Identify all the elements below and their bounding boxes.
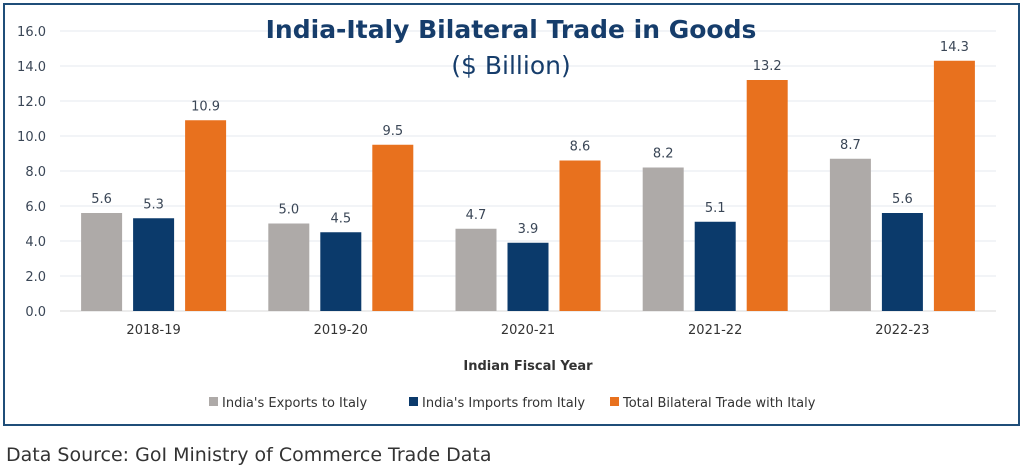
y-tick-label: 6.0 bbox=[25, 200, 46, 215]
bar bbox=[933, 60, 975, 311]
bar bbox=[320, 232, 362, 311]
x-tick-label: 2021-22 bbox=[688, 323, 742, 338]
data-label: 5.1 bbox=[705, 201, 726, 216]
x-tick-label: 2018-19 bbox=[126, 323, 180, 338]
x-axis-label: Indian Fiscal Year bbox=[463, 359, 593, 374]
y-tick-label: 14.0 bbox=[17, 60, 46, 75]
x-axis-ticks: 2018-19 2019-20 2020-21 2021-22 2022-23 bbox=[126, 323, 929, 338]
y-axis-ticks: 0.0 2.0 4.0 6.0 8.0 10.0 12.0 14.0 16.0 bbox=[17, 25, 46, 320]
data-label: 13.2 bbox=[753, 59, 782, 74]
chart-subtitle: ($ Billion) bbox=[451, 51, 570, 80]
bar bbox=[507, 242, 549, 311]
y-tick-label: 2.0 bbox=[25, 270, 46, 285]
bar bbox=[694, 221, 736, 311]
data-label: 8.7 bbox=[840, 138, 861, 153]
bar bbox=[185, 120, 227, 311]
data-label: 5.6 bbox=[892, 192, 913, 207]
legend-label: India's Exports to Italy bbox=[222, 396, 368, 411]
data-label: 5.3 bbox=[143, 197, 164, 212]
x-tick-label: 2020-21 bbox=[501, 323, 555, 338]
chart-title: India-Italy Bilateral Trade in Goods bbox=[266, 15, 757, 44]
chart-frame bbox=[3, 3, 1020, 426]
bar bbox=[133, 218, 175, 311]
bar bbox=[268, 223, 310, 311]
data-label: 14.3 bbox=[940, 40, 969, 55]
legend: India's Exports to Italy India's Imports … bbox=[209, 396, 816, 411]
legend-item: Total Bilateral Trade with Italy bbox=[610, 396, 816, 411]
bar-chart: 0.0 2.0 4.0 6.0 8.0 10.0 12.0 14.0 16.0 5.6 5.3 10… bbox=[17, 15, 996, 411]
data-label: 3.9 bbox=[518, 222, 539, 237]
data-labels: 5.6 5.3 10.9 5.0 4.5 9.5 4.7 3.9 8.6 8.2 5.1 13.2 8.… bbox=[91, 40, 969, 237]
data-label: 8.2 bbox=[653, 147, 674, 162]
legend-item: India's Imports from Italy bbox=[409, 396, 585, 411]
bar bbox=[559, 160, 601, 311]
y-tick-label: 16.0 bbox=[17, 25, 46, 40]
bar bbox=[642, 167, 684, 311]
y-tick-label: 12.0 bbox=[17, 95, 46, 110]
legend-swatch bbox=[610, 397, 619, 406]
legend-swatch bbox=[209, 397, 218, 406]
y-tick-label: 10.0 bbox=[17, 130, 46, 145]
data-label: 4.5 bbox=[330, 211, 351, 226]
y-tick-label: 8.0 bbox=[25, 165, 46, 180]
legend-swatch bbox=[409, 397, 418, 406]
x-tick-label: 2019-20 bbox=[314, 323, 368, 338]
data-label: 5.6 bbox=[91, 192, 112, 207]
bar bbox=[881, 213, 923, 311]
bars bbox=[81, 60, 975, 311]
data-label: 9.5 bbox=[382, 124, 403, 139]
data-label: 10.9 bbox=[191, 99, 220, 114]
bar bbox=[81, 213, 123, 311]
data-source-note: Data Source: GoI Ministry of Commerce Tr… bbox=[6, 444, 492, 466]
data-label: 4.7 bbox=[466, 208, 487, 223]
legend-label: India's Imports from Italy bbox=[422, 396, 585, 411]
y-tick-label: 0.0 bbox=[25, 305, 46, 320]
legend-item: India's Exports to Italy bbox=[209, 396, 368, 411]
bar bbox=[455, 228, 497, 311]
bar bbox=[746, 80, 788, 311]
data-label: 5.0 bbox=[278, 203, 299, 218]
bar bbox=[829, 158, 871, 311]
x-tick-label: 2022-23 bbox=[875, 323, 929, 338]
legend-label: Total Bilateral Trade with Italy bbox=[622, 396, 816, 411]
bar bbox=[372, 144, 414, 311]
y-tick-label: 4.0 bbox=[25, 235, 46, 250]
data-label: 8.6 bbox=[570, 140, 591, 155]
